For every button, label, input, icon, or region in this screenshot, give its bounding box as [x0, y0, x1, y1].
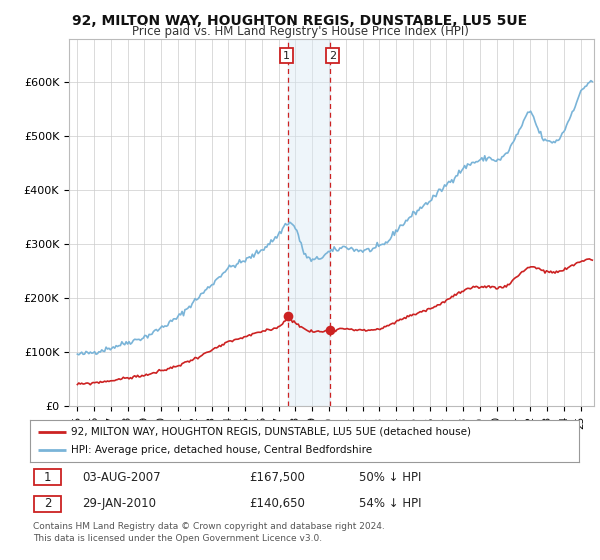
Text: Contains HM Land Registry data © Crown copyright and database right 2024.
This d: Contains HM Land Registry data © Crown c…: [33, 522, 385, 543]
FancyBboxPatch shape: [34, 496, 61, 512]
Text: HPI: Average price, detached house, Central Bedfordshire: HPI: Average price, detached house, Cent…: [71, 445, 372, 455]
Text: 1: 1: [283, 51, 290, 60]
Text: 2: 2: [329, 51, 336, 60]
Text: 92, MILTON WAY, HOUGHTON REGIS, DUNSTABLE, LU5 5UE: 92, MILTON WAY, HOUGHTON REGIS, DUNSTABL…: [73, 14, 527, 28]
Text: £167,500: £167,500: [250, 470, 305, 483]
Text: 92, MILTON WAY, HOUGHTON REGIS, DUNSTABLE, LU5 5UE (detached house): 92, MILTON WAY, HOUGHTON REGIS, DUNSTABL…: [71, 427, 471, 437]
Text: 50% ↓ HPI: 50% ↓ HPI: [359, 470, 422, 483]
Text: 29-JAN-2010: 29-JAN-2010: [82, 497, 156, 510]
Text: Price paid vs. HM Land Registry's House Price Index (HPI): Price paid vs. HM Land Registry's House …: [131, 25, 469, 38]
Bar: [289, 39, 331, 406]
Text: 2: 2: [44, 497, 52, 510]
Text: £140,650: £140,650: [250, 497, 305, 510]
Text: 1: 1: [44, 470, 52, 483]
FancyBboxPatch shape: [34, 469, 61, 485]
Text: 03-AUG-2007: 03-AUG-2007: [82, 470, 161, 483]
Text: 54% ↓ HPI: 54% ↓ HPI: [359, 497, 422, 510]
